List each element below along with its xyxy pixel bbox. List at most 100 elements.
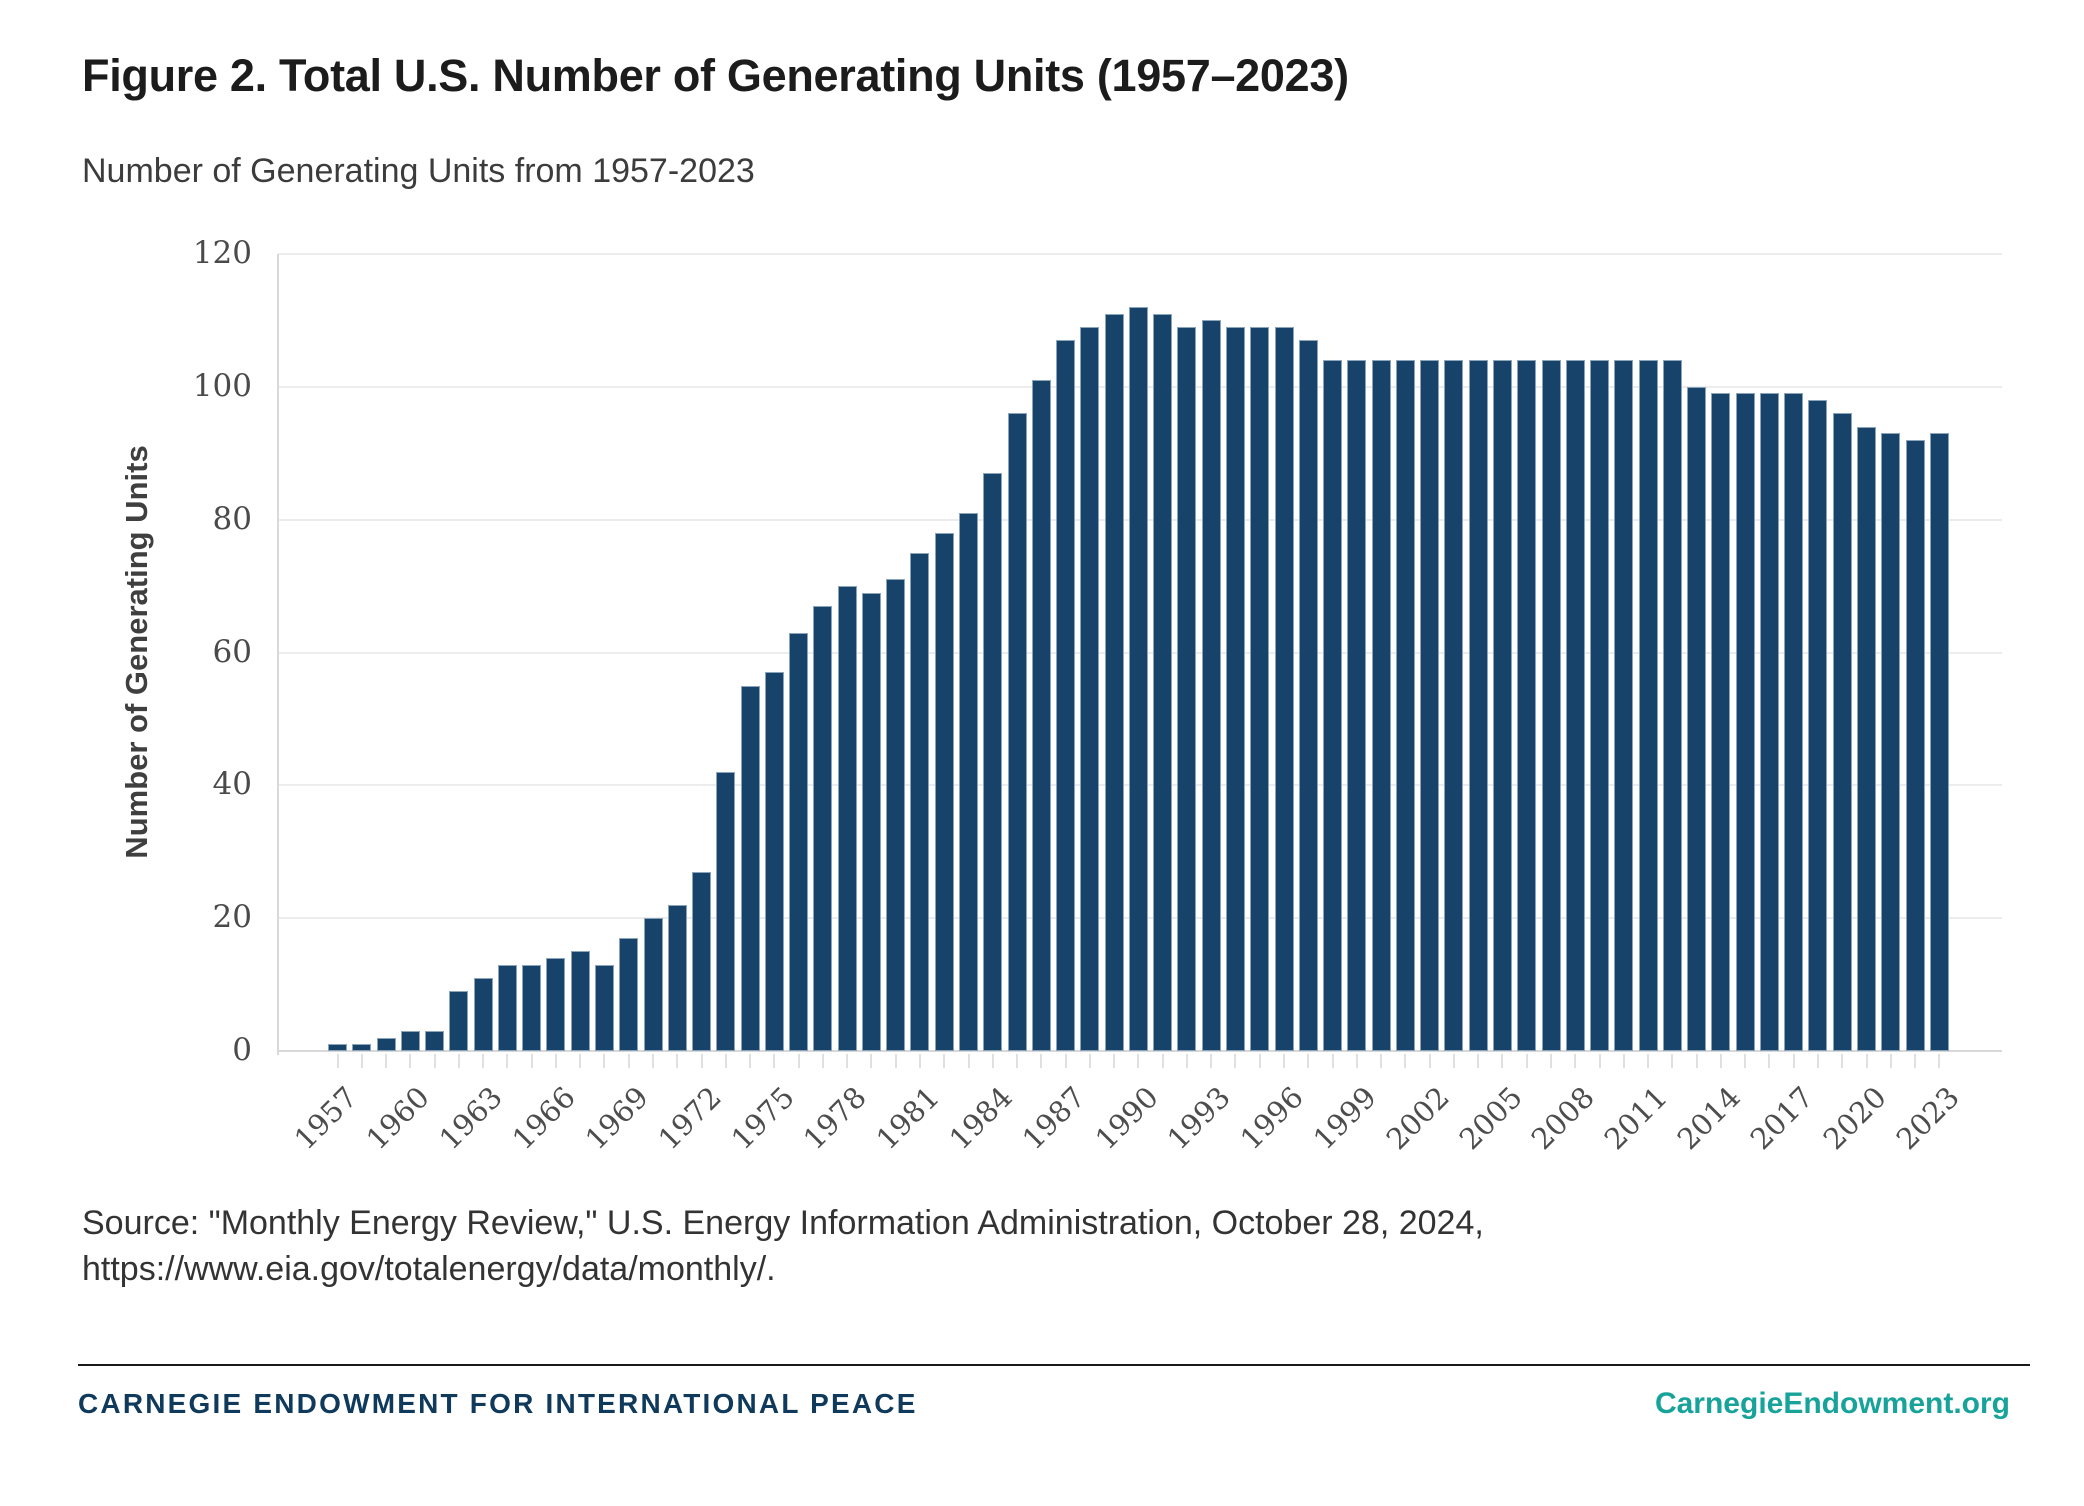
y-tick-label: 20 — [212, 899, 252, 936]
bar-1975 — [764, 672, 784, 1051]
x-tick — [1914, 1054, 1917, 1068]
x-tick — [457, 1054, 460, 1068]
bar-1982 — [934, 532, 954, 1051]
x-tick — [1040, 1054, 1043, 1068]
bar-2009 — [1590, 360, 1610, 1051]
x-tick — [1525, 1054, 1528, 1068]
x-tick — [1380, 1054, 1383, 1068]
bar-2018 — [1808, 400, 1828, 1051]
y-tick-label: 0 — [232, 1032, 252, 1068]
bar-2021 — [1881, 433, 1901, 1051]
bar-2010 — [1614, 360, 1634, 1051]
x-tick-label-text: 2005 — [1452, 1080, 1529, 1157]
bar-1973 — [716, 772, 736, 1051]
x-tick — [1210, 1054, 1213, 1068]
bar-2008 — [1565, 360, 1585, 1051]
bar-2014 — [1711, 393, 1731, 1051]
x-tick-label-text: 1987 — [1015, 1080, 1092, 1157]
x-tick — [894, 1054, 897, 1068]
bar-1962 — [449, 991, 469, 1051]
x-tick — [1841, 1054, 1844, 1068]
bar-2023 — [1929, 433, 1949, 1051]
x-tick — [1331, 1054, 1334, 1068]
x-tick-label-text: 2014 — [1670, 1080, 1747, 1157]
x-tick — [1865, 1054, 1868, 1068]
bar-2006 — [1517, 360, 1537, 1051]
bar-1966 — [546, 958, 566, 1051]
x-tick — [797, 1054, 800, 1068]
x-tick — [627, 1054, 630, 1068]
x-tick — [1768, 1054, 1771, 1068]
x-tick — [1792, 1054, 1795, 1068]
bar-2011 — [1638, 360, 1658, 1051]
x-tick — [1088, 1054, 1091, 1068]
bar-1976 — [789, 632, 809, 1051]
bar-1959 — [376, 1037, 396, 1051]
bar-1986 — [1031, 380, 1051, 1051]
figure-title: Figure 2. Total U.S. Number of Generatin… — [82, 50, 1349, 101]
bar-1972 — [692, 871, 712, 1051]
x-tick — [1283, 1054, 1286, 1068]
bar-1970 — [643, 918, 663, 1051]
x-tick — [1647, 1054, 1650, 1068]
x-tick — [1719, 1054, 1722, 1068]
x-tick-label-text: 1969 — [578, 1080, 655, 1157]
y-tick-label: 80 — [212, 500, 252, 537]
bar-1957 — [328, 1044, 347, 1051]
x-tick — [1501, 1054, 1504, 1068]
bar-1979 — [861, 592, 881, 1051]
bar-2012 — [1662, 360, 1682, 1051]
bar-1971 — [667, 904, 687, 1051]
gridline-0 — [278, 1050, 2002, 1052]
x-tick — [1816, 1054, 1819, 1068]
x-tick — [360, 1054, 363, 1068]
bar-2002 — [1420, 360, 1440, 1051]
bar-2005 — [1492, 360, 1512, 1051]
x-tick-label-text: 1963 — [432, 1080, 510, 1157]
x-tick — [1744, 1054, 1747, 1068]
x-tick-label-text: 1972 — [651, 1080, 728, 1157]
bar-1960 — [400, 1031, 420, 1051]
bar-1963 — [473, 977, 493, 1051]
bar-2000 — [1371, 360, 1391, 1051]
y-tick-label: 100 — [192, 367, 252, 404]
bar-1995 — [1250, 327, 1270, 1051]
x-tick — [1695, 1054, 1698, 1068]
org-wordmark: CARNEGIE ENDOWMENT FOR INTERNATIONAL PEA… — [78, 1388, 918, 1419]
bar-1985 — [1007, 413, 1027, 1051]
bar-1958 — [352, 1044, 372, 1051]
bar-1989 — [1104, 313, 1124, 1051]
x-tick-label-text: 2017 — [1743, 1080, 1820, 1157]
site-link[interactable]: CarnegieEndowment.org — [1654, 1387, 2010, 1420]
bar-1967 — [570, 951, 590, 1051]
x-tick — [1234, 1054, 1237, 1068]
bar-1983 — [959, 513, 979, 1051]
x-tick-label-text: 1957 — [287, 1080, 364, 1157]
bar-2007 — [1541, 360, 1561, 1051]
x-tick-label-text: 1978 — [796, 1080, 874, 1157]
x-tick — [749, 1054, 752, 1068]
x-tick — [1671, 1054, 1674, 1068]
x-tick-label-text: 1966 — [505, 1080, 582, 1157]
x-tick-label-text: 2023 — [1889, 1080, 1966, 1157]
x-tick — [1355, 1054, 1358, 1068]
bar-1984 — [983, 473, 1003, 1051]
x-tick — [967, 1054, 970, 1068]
x-tick — [1574, 1054, 1577, 1068]
x-tick — [603, 1054, 606, 1068]
x-tick — [1185, 1054, 1188, 1068]
bar-1996 — [1274, 327, 1294, 1051]
y-tick-label: 120 — [192, 235, 252, 271]
x-tick — [1938, 1054, 1941, 1068]
bar-1980 — [886, 579, 906, 1051]
x-tick-label-text: 1984 — [942, 1080, 1019, 1157]
bar-1993 — [1201, 320, 1221, 1051]
x-tick — [846, 1054, 849, 1068]
x-tick — [1550, 1054, 1552, 1068]
bar-1987 — [1056, 340, 1076, 1051]
x-tick-label-text: 1975 — [724, 1080, 801, 1157]
source-line-2: https://www.eia.gov/totalenergy/data/mon… — [82, 1250, 776, 1288]
bar-2016 — [1759, 393, 1779, 1051]
x-tick-label-text: 2020 — [1816, 1080, 1893, 1157]
